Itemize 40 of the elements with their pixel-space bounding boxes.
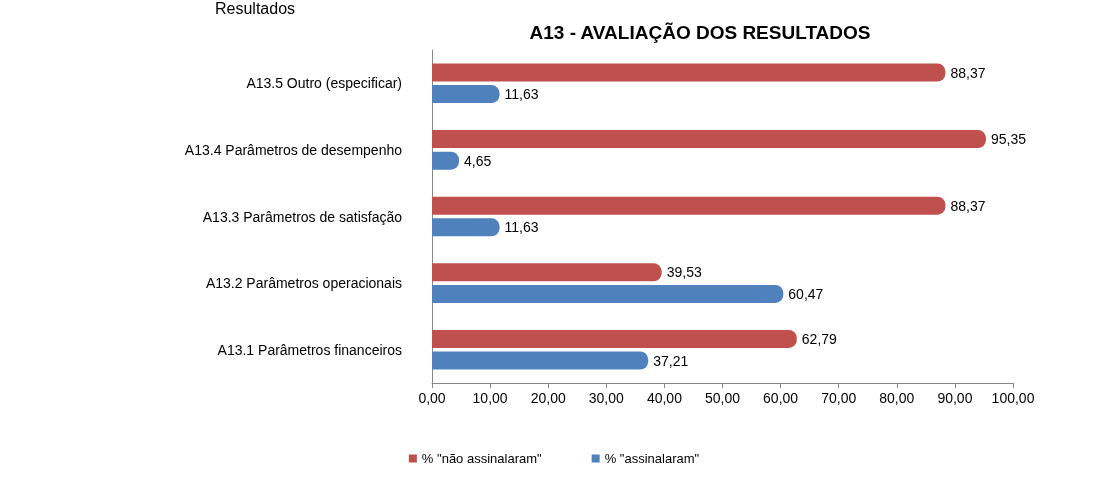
data-label: 11,63 [504,219,539,236]
bar [432,284,784,303]
x-tick-label: 70,00 [821,390,857,406]
data-label: 11,63 [504,86,539,103]
x-tick-label: 20,00 [530,390,566,406]
x-tick-label: 0,00 [418,390,446,406]
data-label: 39,53 [666,264,702,281]
data-label: 37,21 [653,352,689,369]
bar [432,85,500,104]
data-label: 88,37 [950,64,986,81]
chart-title: A13 - AVALIAÇÃO DOS RESULTADOS [529,22,871,43]
data-label: 60,47 [788,285,824,302]
x-tick-label: 90,00 [937,390,973,406]
bar [432,218,500,237]
x-tick-label: 10,00 [472,390,508,406]
legend-label: % "não assinalaram" [421,451,543,466]
y-tick-label: A13.2 Parâmetros operacionais [205,275,402,292]
y-tick-label: A13.3 Parâmetros de satisfação [202,208,403,225]
y-tick-label: A13.1 Parâmetros financeiros [217,341,402,358]
bar [432,151,460,170]
bar [432,329,797,348]
text: Resultados [215,0,296,17]
x-tick-label: 60,00 [763,390,799,406]
y-tick-label: A13.4 Parâmetros de desempenho [184,141,403,158]
x-tick-label: 50,00 [704,390,741,406]
bar [432,263,662,282]
x-tick-label: 30,00 [588,390,625,406]
data-label: 4,65 [464,152,492,169]
bar [432,196,946,215]
data-label: 62,79 [801,330,838,347]
x-tick-label: 80,00 [879,390,915,406]
x-tick-label: 100,00 [991,390,1035,406]
data-label: 95,35 [990,131,1027,148]
y-tick-label: A13.5 Outro (especificar) [246,75,402,92]
legend-label: % "assinalaram" [604,451,700,466]
bar [432,351,649,370]
x-tick-label: 40,00 [646,390,683,406]
bar [432,130,986,149]
data-label: 88,37 [950,197,986,214]
bar [432,63,946,82]
